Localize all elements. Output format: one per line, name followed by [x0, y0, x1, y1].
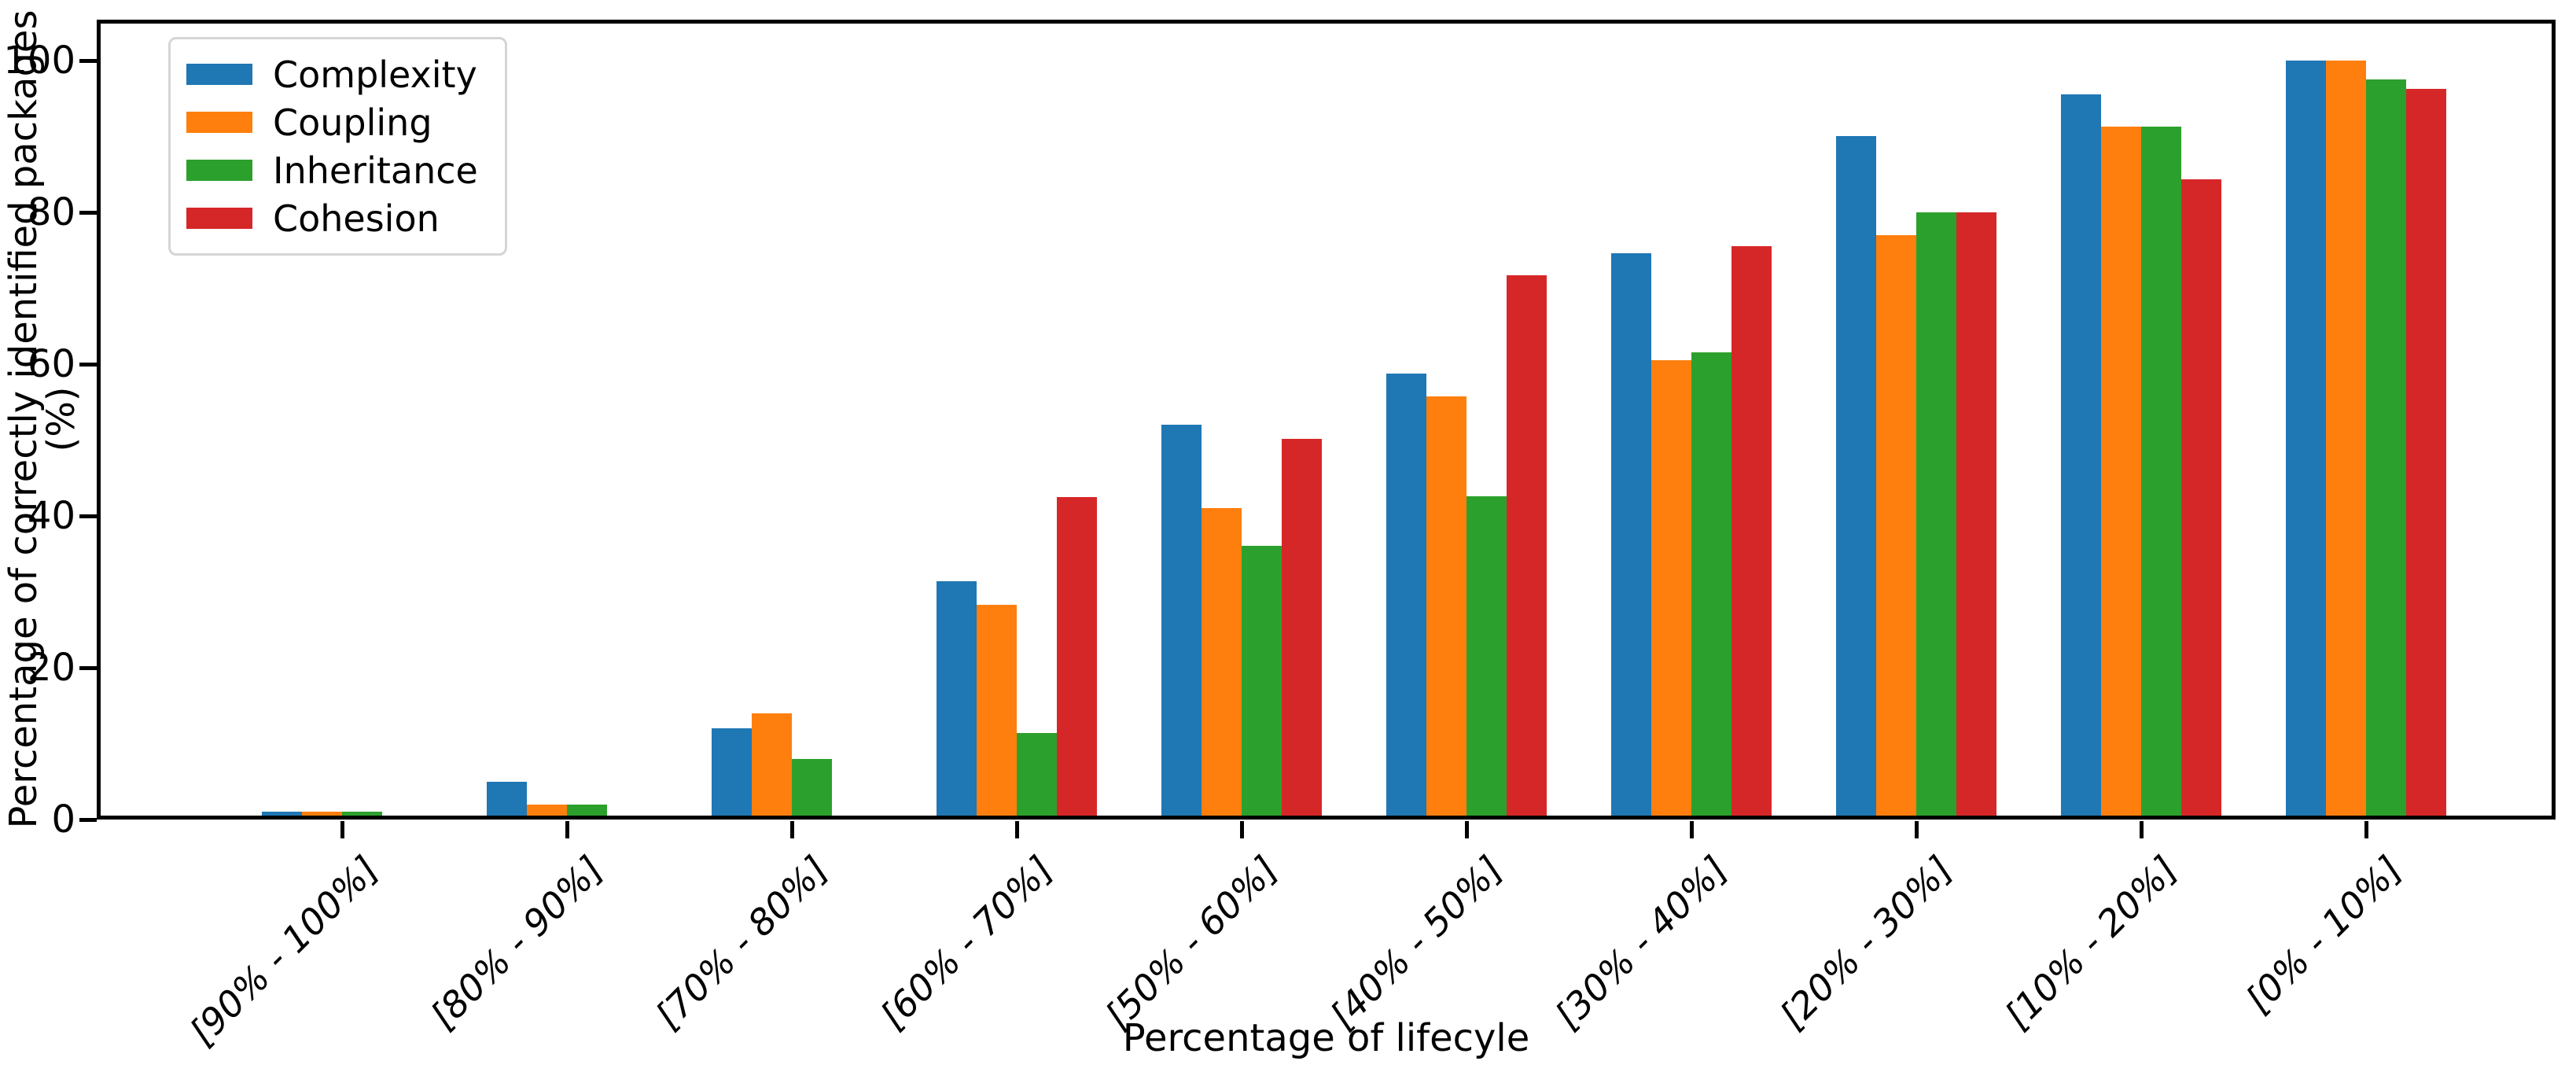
bar-complexity [1611, 253, 1651, 820]
x-tick-mark [1465, 821, 1469, 838]
bar-coupling [1426, 396, 1466, 820]
y-tick-label: 40 [27, 494, 75, 538]
bar-coupling [1202, 508, 1242, 820]
bar-inheritance [342, 812, 382, 820]
bar-cohesion [1507, 275, 1547, 820]
bar-complexity [1161, 425, 1202, 820]
bar-complexity [937, 581, 977, 820]
x-tick-mark [340, 821, 344, 838]
bar-inheritance [1242, 546, 1282, 820]
y-tick-mark [79, 514, 97, 518]
y-tick-mark [79, 363, 97, 367]
bar-complexity [1836, 136, 1876, 820]
x-tick-mark [2140, 821, 2144, 838]
legend-item-inheritance: Inheritance [186, 146, 478, 194]
legend-item-complexity: Complexity [186, 50, 478, 98]
x-tick-mark [565, 821, 569, 838]
y-tick-label: 60 [27, 342, 75, 386]
x-tick-mark [1240, 821, 1244, 838]
bar-complexity [712, 728, 752, 820]
coupling-swatch-icon [186, 112, 252, 133]
inheritance-swatch-icon [186, 160, 252, 181]
legend-label: Cohesion [273, 197, 440, 240]
x-tick-mark [790, 821, 794, 838]
y-tick-label: 100 [3, 39, 75, 83]
bar-coupling [302, 812, 342, 820]
bar-inheritance [1017, 733, 1057, 820]
legend-item-coupling: Coupling [186, 98, 478, 146]
bar-inheritance [1916, 212, 1956, 820]
x-tick-label-anchor: [0% - 10%] [0, 848, 2410, 1021]
legend-label: Coupling [273, 101, 432, 144]
bar-cohesion [1731, 246, 1772, 820]
y-tick-label: 0 [51, 798, 75, 842]
y-tick-label: 20 [27, 646, 75, 690]
bar-coupling [1876, 235, 1916, 820]
bar-inheritance [1691, 352, 1731, 820]
bar-coupling [2101, 127, 2141, 820]
bar-cohesion [1282, 439, 1322, 820]
legend-item-cohesion: Cohesion [186, 194, 478, 242]
legend-label: Inheritance [273, 149, 478, 192]
bar-coupling [2326, 61, 2366, 820]
bar-inheritance [792, 759, 832, 820]
bar-complexity [262, 812, 302, 820]
bar-cohesion [2181, 179, 2221, 820]
x-tick-label: [0% - 10%] [2237, 848, 2411, 1021]
y-tick-mark [79, 818, 97, 822]
x-tick-mark [1690, 821, 1694, 838]
bar-inheritance [2141, 127, 2181, 820]
y-tick-mark [79, 211, 97, 215]
bar-complexity [1386, 374, 1426, 820]
y-tick-label: 80 [27, 190, 75, 234]
bar-inheritance [1466, 496, 1507, 820]
x-tick-mark [1015, 821, 1019, 838]
bar-coupling [527, 805, 567, 820]
complexity-swatch-icon [186, 64, 252, 85]
bar-cohesion [1956, 212, 1996, 820]
legend-label: Complexity [273, 53, 477, 96]
bar-coupling [752, 713, 792, 820]
y-tick-mark [79, 666, 97, 670]
bar-inheritance [567, 805, 607, 820]
y-axis-title: Percentage of correctly identified packa… [2, 9, 83, 829]
y-tick-mark [79, 59, 97, 63]
bar-complexity [487, 782, 527, 820]
bar-complexity [2286, 61, 2326, 820]
bar-cohesion [1057, 497, 1097, 820]
bar-complexity [2061, 94, 2101, 820]
bar-coupling [977, 605, 1017, 820]
bar-coupling [1651, 360, 1691, 820]
bar-cohesion [2406, 89, 2446, 820]
bar-inheritance [2366, 79, 2406, 820]
x-axis-title: Percentage of lifecyle [1122, 1016, 1530, 1060]
x-tick-mark [2364, 821, 2368, 838]
x-tick-mark [1915, 821, 1919, 838]
cohesion-swatch-icon [186, 208, 252, 229]
legend: Complexity Coupling Inheritance Cohesion [168, 37, 507, 256]
